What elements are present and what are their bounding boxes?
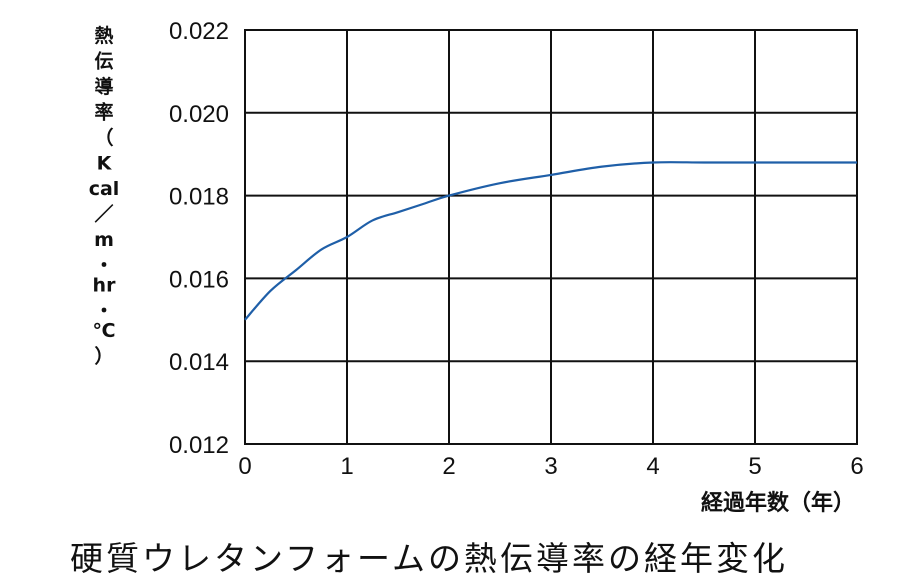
x-tick-labels: 0 1 2 3 4 5 6: [238, 453, 863, 480]
series-line: [244, 161, 857, 321]
y-tick-label: 0.016: [169, 266, 229, 293]
y-axis-label-char: 伝: [94, 51, 113, 73]
x-tick-label: 4: [646, 453, 659, 480]
y-axis-label-char: ／: [94, 203, 113, 226]
y-axis-label-char: 導: [94, 75, 113, 98]
y-axis-label-char: ℃: [92, 320, 115, 342]
y-tick-label: 0.018: [169, 184, 229, 211]
y-axis-label-char: cal: [89, 178, 120, 200]
y-axis-label-char: hr: [93, 275, 117, 297]
y-axis-label-char: 熱: [94, 24, 113, 47]
y-tick-label: 0.022: [169, 18, 229, 45]
series-layer: [244, 161, 857, 321]
y-axis-label-char: ・: [94, 300, 113, 322]
grid: [244, 29, 858, 445]
chart-caption: 硬質ウレタンフォームの熱伝導率の経年変化: [70, 539, 789, 578]
x-tick-label: 5: [748, 453, 761, 480]
y-tick-label: 0.014: [169, 349, 229, 376]
y-tick-labels: 0.012 0.014 0.016 0.018 0.020 0.022: [169, 18, 229, 459]
y-axis-label-char: ）: [94, 345, 113, 368]
y-axis-label-char: 率: [94, 101, 113, 124]
x-tick-label: 2: [442, 453, 455, 480]
y-axis-label-char: K: [97, 153, 113, 175]
y-tick-label: 0.020: [169, 101, 229, 128]
y-axis-label-char: m: [94, 229, 114, 251]
y-axis-label-char: （: [94, 126, 113, 149]
x-tick-label: 0: [238, 453, 251, 480]
x-tick-label: 1: [340, 453, 353, 480]
x-axis-label: 経過年数（年）: [701, 490, 855, 516]
x-tick-label: 3: [544, 453, 557, 480]
y-axis-label-char: ・: [94, 255, 113, 277]
y-tick-label: 0.012: [169, 432, 229, 459]
x-tick-label: 6: [850, 453, 863, 480]
